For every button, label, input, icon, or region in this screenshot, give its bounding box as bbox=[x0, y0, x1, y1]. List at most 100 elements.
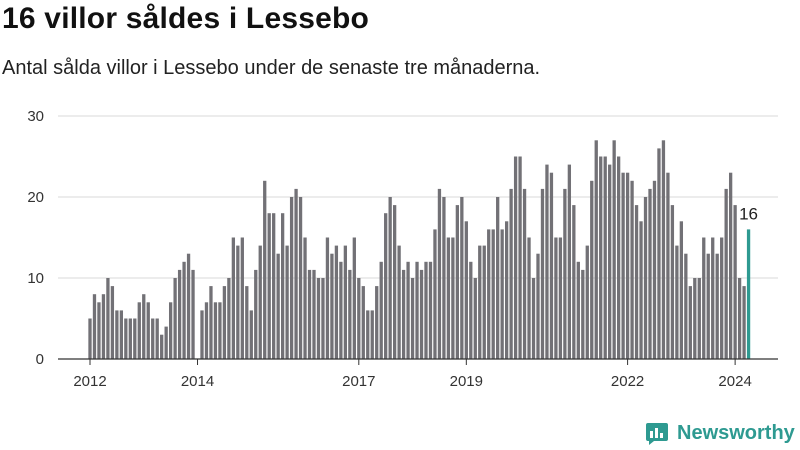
bar bbox=[88, 318, 92, 359]
bar bbox=[643, 197, 648, 359]
bar bbox=[679, 221, 684, 359]
bar bbox=[397, 245, 401, 359]
bar bbox=[379, 261, 383, 359]
bar bbox=[97, 302, 101, 359]
bar bbox=[110, 286, 115, 359]
bar-chart-icon bbox=[646, 423, 668, 445]
highlight-value-label: 16 bbox=[739, 204, 758, 223]
bar bbox=[303, 237, 307, 359]
bar bbox=[151, 318, 155, 359]
bar bbox=[572, 205, 576, 359]
bar bbox=[280, 213, 285, 359]
bar bbox=[325, 237, 330, 359]
bar bbox=[406, 261, 410, 359]
bar bbox=[706, 253, 710, 359]
bar bbox=[209, 286, 213, 359]
bar bbox=[146, 302, 150, 359]
bar bbox=[496, 197, 500, 359]
chart-title: 16 villor såldes i Lessebo bbox=[2, 2, 370, 35]
bar bbox=[370, 310, 374, 359]
bar bbox=[330, 253, 334, 359]
bar bbox=[522, 188, 527, 359]
bar bbox=[639, 221, 643, 359]
bar bbox=[576, 261, 580, 359]
bar bbox=[693, 278, 697, 359]
bar bbox=[294, 188, 298, 359]
bar bbox=[231, 237, 236, 359]
bar bbox=[737, 278, 742, 359]
bar bbox=[455, 205, 460, 359]
bar bbox=[590, 180, 594, 359]
bar bbox=[401, 269, 406, 359]
bar bbox=[92, 294, 97, 359]
bar bbox=[128, 318, 132, 359]
chart-subtitle: Antal sålda villor i Lessebo under de se… bbox=[2, 57, 541, 79]
bar bbox=[191, 269, 195, 359]
bar bbox=[688, 286, 692, 359]
bar bbox=[549, 172, 554, 359]
bar bbox=[661, 140, 666, 359]
bar bbox=[227, 278, 231, 359]
bar bbox=[446, 237, 451, 359]
bar bbox=[567, 164, 572, 359]
bar bbox=[142, 294, 146, 359]
bar bbox=[648, 188, 652, 359]
bar bbox=[307, 269, 312, 359]
y-axis: 0 10 20 30 bbox=[27, 108, 44, 368]
bar bbox=[245, 286, 249, 359]
bar bbox=[415, 261, 419, 359]
bar bbox=[312, 269, 316, 359]
bars bbox=[88, 140, 751, 359]
bar bbox=[375, 286, 379, 359]
bar bbox=[711, 237, 715, 359]
bar bbox=[487, 229, 491, 359]
bar bbox=[621, 172, 625, 359]
bar bbox=[124, 318, 128, 359]
bar bbox=[728, 172, 733, 359]
brand-name: Newsworthy bbox=[677, 421, 795, 444]
bar bbox=[343, 245, 348, 359]
bar bbox=[321, 278, 325, 359]
bar bbox=[724, 188, 728, 359]
bar bbox=[581, 269, 585, 359]
bar bbox=[419, 269, 424, 359]
gridlines bbox=[58, 115, 778, 279]
bar bbox=[200, 310, 204, 359]
bar bbox=[106, 278, 110, 359]
bar bbox=[563, 188, 567, 359]
bar bbox=[634, 205, 639, 359]
bar bbox=[392, 205, 397, 359]
bar bbox=[697, 278, 701, 359]
bar bbox=[460, 197, 464, 359]
bar bbox=[504, 221, 509, 359]
bar bbox=[531, 278, 536, 359]
bar bbox=[500, 229, 504, 359]
bar bbox=[720, 237, 724, 359]
x-tick-label: 2017 bbox=[342, 373, 375, 390]
bar bbox=[599, 156, 603, 359]
bar bbox=[603, 156, 607, 359]
bar bbox=[657, 148, 661, 359]
bar bbox=[263, 180, 267, 359]
bar bbox=[675, 245, 679, 359]
bar bbox=[630, 180, 634, 359]
bar bbox=[612, 140, 616, 359]
bar bbox=[473, 278, 477, 359]
bar bbox=[168, 302, 173, 359]
x-tick-label: 2024 bbox=[718, 373, 751, 390]
bar bbox=[509, 188, 513, 359]
y-tick-label: 20 bbox=[27, 189, 44, 206]
bar bbox=[204, 302, 209, 359]
bar bbox=[213, 302, 218, 359]
x-tick-label: 2019 bbox=[450, 373, 483, 390]
bar bbox=[518, 156, 522, 359]
bar bbox=[254, 269, 258, 359]
bar bbox=[424, 261, 428, 359]
bar bbox=[258, 245, 262, 359]
bar bbox=[715, 253, 719, 359]
bar bbox=[702, 237, 706, 359]
bar bbox=[616, 156, 621, 359]
bar bbox=[594, 140, 598, 359]
bar bbox=[366, 310, 370, 359]
